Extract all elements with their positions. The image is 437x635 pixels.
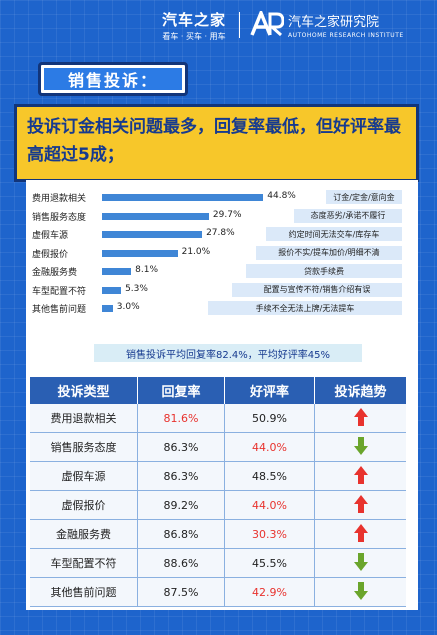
cell-reply-rate: 88.6% xyxy=(138,549,225,577)
table-row: 费用退款相关 81.6% 50.9% xyxy=(30,404,406,433)
cell-praise-rate: 44.0% xyxy=(225,433,315,461)
header-type: 投诉类型 xyxy=(30,377,138,404)
bar-label: 虚假车源 xyxy=(32,231,69,241)
cell-praise-rate: 45.5% xyxy=(225,549,315,577)
cell-reply-rate: 86.3% xyxy=(138,433,225,461)
logo-slogan: 看车 · 买车 · 用车 xyxy=(162,32,226,41)
summary-banner: 销售投诉平均回复率82.4%，平均好评率45% xyxy=(94,344,362,362)
table-row: 金融服务费 86.8% 30.3% xyxy=(30,520,406,549)
bar-value-label: 44.8% xyxy=(267,191,296,201)
arrow-down-icon xyxy=(353,552,369,575)
header-reply: 回复率 xyxy=(138,377,225,404)
table-row: 其他售前问题 87.5% 42.9% xyxy=(30,578,406,607)
institute-sub: AUTOHOME RESEARCH INSTITUTE xyxy=(288,32,404,39)
table-row: 销售服务态度 86.3% 44.0% xyxy=(30,433,406,462)
bar-label: 车型配置不符 xyxy=(32,286,87,297)
table-body: 费用退款相关 81.6% 50.9% 销售服务态度 86.3% 44.0% 虚假车源 86.3… xyxy=(30,404,406,607)
bar-detail-label: 订金/定金/意向金 xyxy=(326,190,402,204)
cell-type: 虚假车源 xyxy=(30,462,138,490)
arrow-up-icon xyxy=(353,523,369,546)
cell-type: 车型配置不符 xyxy=(30,549,138,577)
bar-value-label: 21.0% xyxy=(181,246,211,257)
complaint-bar-chart: 费用退款相关 44.8% 订金/定金/意向金销售服务态度 29.7% 态度恶劣/承诺不履… xyxy=(26,180,418,340)
logo-main-text: 汽车之家 xyxy=(162,11,227,29)
bar-value-label: 3.0% xyxy=(116,302,140,312)
cell-type: 虚假报价 xyxy=(30,491,138,519)
bar-label: 虚假报价 xyxy=(32,249,69,260)
cell-type: 销售服务态度 xyxy=(30,433,138,461)
bar-label: 费用退款相关 xyxy=(32,194,87,204)
ar-logo-icon xyxy=(250,11,284,37)
cell-praise-rate: 44.0% xyxy=(225,491,315,519)
autohome-logo: 汽车之家 看车 · 买车 · 用车 xyxy=(162,9,226,42)
headline-box: 投诉订金相关问题最多，回复率最低，但好评率最高超过5成； xyxy=(14,104,419,182)
cell-praise-rate: 50.9% xyxy=(225,404,315,432)
cell-reply-rate: 86.8% xyxy=(138,520,225,548)
content-card: 费用退款相关 44.8% 订金/定金/意向金销售服务态度 29.7% 态度恶劣/承诺不履… xyxy=(26,180,418,610)
bar-detail-label: 约定时间无法交车/库存车 xyxy=(266,227,402,241)
bar-value-label: 29.7% xyxy=(212,209,242,220)
bar-value-label: 8.1% xyxy=(135,265,159,275)
cell-reply-rate: 86.3% xyxy=(138,462,225,490)
bar-label: 销售服务态度 xyxy=(32,212,87,223)
header: 汽车之家 看车 · 买车 · 用车 汽车之家研究院 AUTOHOME RESEA… xyxy=(0,0,437,50)
institute-name: 汽车之家研究院 xyxy=(288,15,380,30)
cell-reply-rate: 81.6% xyxy=(138,404,225,432)
cell-type: 其他售前问题 xyxy=(30,578,138,606)
table-header: 投诉类型 回复率 好评率 投诉趋势 xyxy=(30,377,406,404)
bar xyxy=(102,194,264,201)
cell-praise-rate: 42.9% xyxy=(225,578,315,606)
cell-trend xyxy=(315,462,406,490)
bar xyxy=(102,305,113,312)
bar xyxy=(102,249,178,257)
table-row: 车型配置不符 88.6% 45.5% xyxy=(30,549,406,578)
arrow-down-icon xyxy=(353,436,369,459)
bar-detail-label: 手续不全无法上牌/无法提车 xyxy=(208,301,402,315)
bar-detail-label: 配置与宣传不符/销售介绍有误 xyxy=(232,282,402,297)
section-tag-text: 销售投诉： xyxy=(67,71,158,90)
cell-type: 费用退款相关 xyxy=(30,404,138,432)
cell-trend xyxy=(315,433,406,461)
header-divider xyxy=(239,12,240,38)
cell-type: 金融服务费 xyxy=(30,520,138,548)
table-row: 虚假报价 89.2% 44.0% xyxy=(30,491,406,520)
cell-trend xyxy=(315,491,406,519)
cell-reply-rate: 89.2% xyxy=(138,491,225,519)
bar-label: 其他售前问题 xyxy=(32,305,87,315)
cell-praise-rate: 48.5% xyxy=(225,462,315,490)
arrow-up-icon xyxy=(353,494,369,517)
cell-trend xyxy=(315,549,406,577)
complaint-table: 投诉类型 回复率 好评率 投诉趋势 费用退款相关 81.6% 50.9% 销售服务态度… xyxy=(30,377,406,607)
bar xyxy=(102,212,209,220)
arrow-up-icon xyxy=(353,465,369,488)
section-tag: 销售投诉： xyxy=(38,62,188,96)
bar-value-label: 27.8% xyxy=(206,228,235,238)
arrow-down-icon xyxy=(353,581,369,604)
headline-text: 投诉订金相关问题最多，回复率最低，但好评率最高超过5成； xyxy=(27,117,401,165)
bar-detail-label: 态度恶劣/承诺不履行 xyxy=(294,208,402,223)
cell-reply-rate: 87.5% xyxy=(138,578,225,606)
bar-detail-label: 报价不实/提车加价/明细不清 xyxy=(256,245,402,260)
cell-praise-rate: 30.3% xyxy=(225,520,315,548)
bar-detail-label: 贷款手续费 xyxy=(246,264,402,278)
cell-trend xyxy=(315,578,406,606)
table-row: 虚假车源 86.3% 48.5% xyxy=(30,462,406,491)
header-trend: 投诉趋势 xyxy=(334,385,387,400)
bar-value-label: 5.3% xyxy=(125,283,148,294)
bar-label: 金融服务费 xyxy=(32,268,78,278)
bar xyxy=(102,231,203,238)
arrow-up-icon xyxy=(353,407,369,430)
cell-trend xyxy=(315,520,406,548)
bar xyxy=(102,286,122,294)
header-praise: 好评率 xyxy=(225,377,315,404)
cell-trend xyxy=(315,404,406,432)
bar xyxy=(102,268,132,275)
institute-logo: 汽车之家研究院 AUTOHOME RESEARCH INSTITUTE xyxy=(288,11,404,39)
